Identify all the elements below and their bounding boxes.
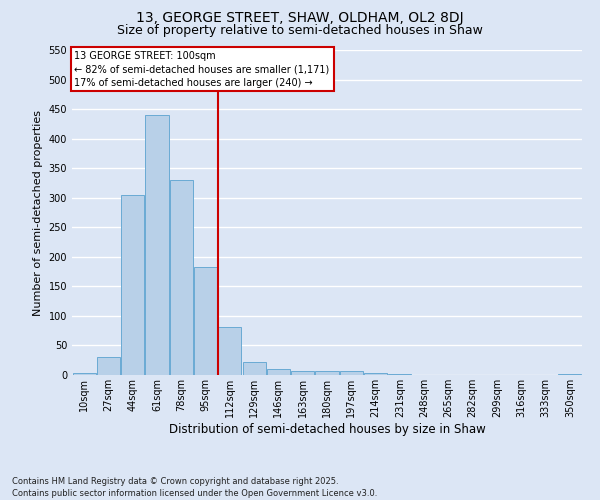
Text: Size of property relative to semi-detached houses in Shaw: Size of property relative to semi-detach… xyxy=(117,24,483,37)
Bar xyxy=(145,115,169,375)
Bar xyxy=(218,326,241,375)
Bar xyxy=(170,180,193,375)
Bar xyxy=(121,195,144,375)
Bar xyxy=(242,362,266,375)
Bar xyxy=(194,267,217,375)
Bar xyxy=(340,371,363,375)
Text: 13 GEORGE STREET: 100sqm
← 82% of semi-detached houses are smaller (1,171)
17% o: 13 GEORGE STREET: 100sqm ← 82% of semi-d… xyxy=(74,51,329,88)
Bar xyxy=(388,374,412,375)
Text: Contains HM Land Registry data © Crown copyright and database right 2025.
Contai: Contains HM Land Registry data © Crown c… xyxy=(12,476,377,498)
Text: 13, GEORGE STREET, SHAW, OLDHAM, OL2 8DJ: 13, GEORGE STREET, SHAW, OLDHAM, OL2 8DJ xyxy=(136,11,464,25)
X-axis label: Distribution of semi-detached houses by size in Shaw: Distribution of semi-detached houses by … xyxy=(169,422,485,436)
Bar xyxy=(97,358,120,375)
Bar xyxy=(316,371,338,375)
Bar xyxy=(559,374,581,375)
Bar xyxy=(291,372,314,375)
Y-axis label: Number of semi-detached properties: Number of semi-detached properties xyxy=(33,110,43,316)
Bar xyxy=(73,372,95,375)
Bar xyxy=(267,368,290,375)
Bar xyxy=(364,372,387,375)
